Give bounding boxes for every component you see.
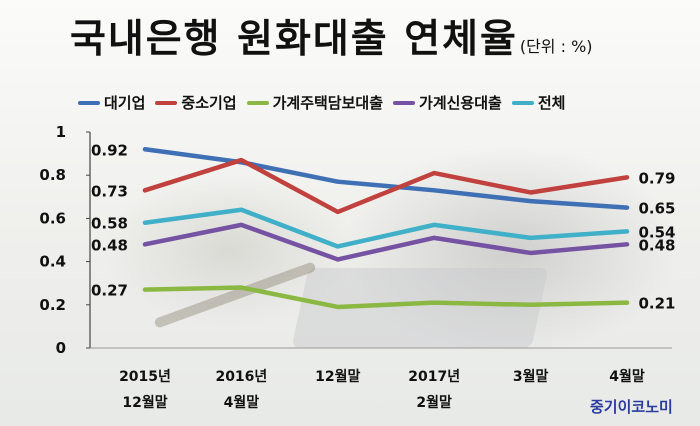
data-point-중소기업 [528,190,533,195]
data-label-가계주택담보대출: 0.27 [91,282,128,300]
data-point-전체 [239,207,244,212]
y-tick-label: 0.2 [39,296,66,314]
data-point-중소기업 [432,171,437,176]
data-point-전체 [143,220,147,225]
x-tick-line: 2017년 [408,369,461,385]
data-label-가계신용대출: 0.48 [638,236,675,254]
data-point-가계신용대출 [239,222,244,227]
legend-item-중소기업: 중소기업 [155,92,237,113]
data-point-전체 [432,222,437,227]
y-tick-label: 0.4 [39,253,66,271]
data-label-대기업: 0.65 [638,200,675,218]
legend-label: 전체 [537,94,566,112]
data-point-중소기업 [143,188,147,193]
series-line-대기업 [142,147,630,210]
x-tick-line: 2016년 [215,369,268,385]
legend-item-전체: 전체 [511,92,566,113]
data-point-대기업 [528,199,533,204]
y-tick-label: 1 [56,123,66,141]
x-tick-label: 3월말 [486,364,576,390]
legend-swatch [155,100,178,105]
data-label-대기업: 0.92 [91,141,128,159]
x-tick-line: 2015년 [119,369,171,385]
data-point-중소기업 [335,209,340,214]
legend-label: 가계주택담보대출 [272,94,384,112]
legend-item-대기업: 대기업 [78,92,145,113]
y-tick-label: 0.6 [39,209,66,227]
legend-item-가계신용대출: 가계신용대출 [393,92,502,113]
data-label-전체: 0.58 [91,215,128,233]
data-label-전체: 0.54 [638,223,675,241]
data-point-가계신용대출 [528,250,533,255]
data-point-중소기업 [239,158,244,163]
y-tick-label: 0.8 [39,166,66,184]
data-point-전체 [335,244,340,249]
data-point-대기업 [335,179,340,184]
data-point-대기업 [432,188,437,193]
x-tick-label: 2016년 4월말 [196,364,286,416]
x-tick-line: 2월말 [416,395,452,411]
data-point-가계신용대출 [335,257,340,262]
data-point-가계주택담보대출 [239,285,244,290]
x-tick-label: 12월말 [293,364,383,390]
data-point-가계신용대출 [143,242,147,247]
data-label-가계신용대출: 0.48 [91,236,128,254]
title-text: 국내은행 원화대출 연체율 [70,17,518,62]
x-tick-label: 2017년 2월말 [389,364,479,416]
data-point-대기업 [625,205,629,210]
legend-swatch [246,100,269,105]
legend-item-가계주택담보대출: 가계주택담보대출 [246,92,384,113]
x-tick-line: 12월말 [315,369,361,385]
legend-swatch [78,100,100,105]
data-point-가계주택담보대출 [625,300,629,305]
data-point-가계주택담보대출 [143,287,147,292]
legend: 대기업 중소기업 가계주택담보대출 가계신용대출 전체 [78,92,565,113]
legend-label: 가계신용대출 [419,94,502,112]
series-line-전체 [142,207,630,249]
data-point-전체 [625,229,629,234]
series-line-중소기업 [142,157,630,215]
data-label-중소기업: 0.73 [91,182,128,200]
data-point-가계주택담보대출 [528,302,533,307]
data-point-가계주택담보대출 [335,304,340,309]
data-label-중소기업: 0.79 [638,169,675,187]
x-tick-line: 3월말 [512,369,549,385]
series-line-가계신용대출 [142,222,630,262]
x-tick-label: 2015년 12월말 [100,364,190,416]
y-tick-label: 0 [56,339,66,357]
unit-label: (단위 : %) [519,37,593,56]
data-point-전체 [528,235,533,240]
legend-label: 중소기업 [181,94,237,112]
x-tick-line: 12월말 [122,395,168,411]
x-tick-line: 4월말 [223,395,260,411]
data-label-가계주택담보대출: 0.21 [638,295,675,313]
data-point-대기업 [143,147,147,152]
legend-swatch [511,100,534,105]
x-tick-label: 4월말 [582,364,672,390]
data-point-가계신용대출 [432,235,437,240]
chart-title: 국내은행 원화대출 연체율 (단위 : %) [70,8,593,64]
data-point-가계주택담보대출 [432,300,437,305]
source-label: 중기이코노미 [590,398,673,416]
data-point-중소기업 [625,175,629,180]
series-line-가계주택담보대출 [142,285,630,310]
legend-swatch [393,100,416,105]
data-point-가계신용대출 [625,242,629,247]
legend-label: 대기업 [104,94,146,112]
x-tick-line: 4월말 [609,369,645,385]
